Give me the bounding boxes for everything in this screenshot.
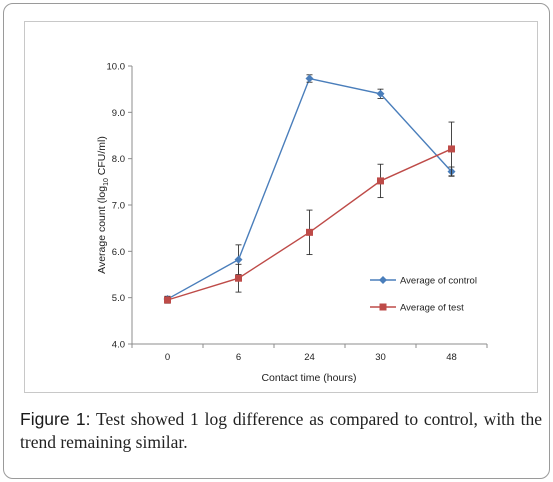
figure-caption: Figure 1: Test showed 1 log difference a… [20, 408, 542, 454]
x-tick-label: 6 [236, 352, 241, 363]
chart-area: 4.0 5.0 6.0 7.0 8.0 9.0 10.0 0 6 24 30 48 Average … [24, 21, 538, 393]
data-point [234, 255, 243, 264]
data-point [306, 228, 313, 236]
y-tick-label: 6.0 [112, 247, 125, 258]
series-test [164, 121, 455, 304]
y-tick-label: 10.0 [107, 62, 126, 73]
x-ticks: 0 6 24 30 48 [131, 344, 488, 363]
series-line [167, 77, 453, 300]
line-chart: 4.0 5.0 6.0 7.0 8.0 9.0 10.0 0 6 24 30 48 Average … [96, 62, 488, 384]
y-axis-label-main: Average count (log [96, 186, 108, 274]
data-point [448, 145, 455, 153]
data-point [377, 177, 384, 185]
y-tick-label: 4.0 [112, 340, 125, 351]
legend-marker [379, 303, 387, 311]
x-tick-label: 24 [304, 352, 315, 363]
x-tick-label: 30 [375, 352, 386, 363]
y-axis-label: Average count (log10 CFU/ml) [96, 136, 110, 274]
data-point [376, 89, 385, 98]
x-tick-label: 0 [165, 352, 170, 363]
caption-label: Figure 1: [20, 409, 91, 429]
y-axis-label-subscript: 10 [103, 178, 110, 186]
y-tick-label: 5.0 [112, 293, 125, 304]
y-tick-label: 8.0 [112, 154, 125, 165]
caption-text: Test showed 1 log difference as compared… [20, 409, 542, 452]
y-tick-label: 7.0 [112, 201, 125, 212]
y-ticks: 4.0 5.0 6.0 7.0 8.0 9.0 10.0 [107, 62, 132, 351]
data-point [164, 296, 171, 304]
legend-marker [379, 276, 387, 284]
figure-frame: 4.0 5.0 6.0 7.0 8.0 9.0 10.0 0 6 24 30 48 Average … [3, 3, 550, 479]
x-tick-label: 48 [446, 352, 457, 363]
y-axis-label-tail: CFU/ml) [96, 136, 108, 178]
series-control [163, 74, 456, 304]
legend-label: Average of test [400, 303, 464, 314]
legend-label: Average of control [400, 276, 477, 287]
data-point [305, 74, 314, 83]
series-layer [163, 74, 456, 304]
y-tick-label: 9.0 [112, 108, 125, 119]
x-axis-label: Contact time (hours) [261, 372, 356, 384]
legend: Average of control Average of test [370, 276, 477, 314]
data-point [235, 274, 242, 282]
